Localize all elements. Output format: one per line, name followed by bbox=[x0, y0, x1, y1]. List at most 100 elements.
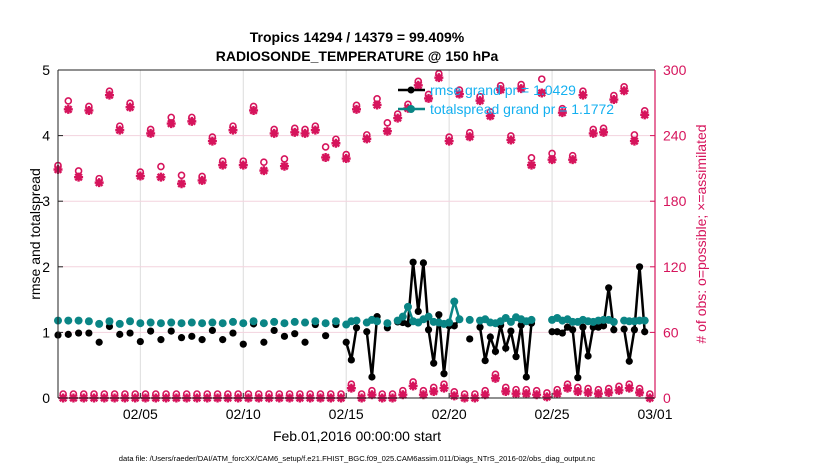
rmse-point bbox=[409, 258, 417, 266]
totalspread-point bbox=[249, 317, 258, 326]
obs-possible-point bbox=[537, 75, 546, 83]
totalspread-point bbox=[156, 319, 165, 328]
totalspread-point bbox=[115, 319, 124, 328]
obs-assimilated-point bbox=[321, 152, 331, 162]
obs-possible-point bbox=[383, 119, 392, 127]
obs-assimilated-point bbox=[501, 386, 511, 396]
rmse-point bbox=[491, 347, 500, 356]
obs-assimilated-point bbox=[197, 175, 207, 185]
totalspread-point bbox=[321, 319, 330, 328]
obs-assimilated-point bbox=[532, 390, 542, 400]
rmse-point bbox=[605, 284, 613, 292]
obs-assimilated-point bbox=[511, 389, 521, 399]
rmse-point bbox=[466, 335, 474, 343]
totalspread-point bbox=[280, 319, 289, 328]
totalspread-point bbox=[218, 319, 227, 328]
rmse-point bbox=[229, 329, 237, 337]
totalspread-point bbox=[290, 317, 299, 326]
totalspread-point bbox=[167, 318, 176, 327]
rmse-point bbox=[126, 329, 134, 337]
totalspread-point bbox=[198, 319, 207, 328]
rmse-point bbox=[440, 370, 448, 378]
obs-assimilated-point bbox=[439, 383, 449, 393]
rmse-point bbox=[188, 332, 196, 340]
rmse-point bbox=[280, 332, 289, 340]
rmse-point bbox=[507, 327, 515, 335]
obs-assimilated-point bbox=[187, 116, 197, 126]
chart-title-line-2: RADIOSONDE_TEMPERATURE @ 150 hPa bbox=[216, 48, 499, 64]
obs-assimilated-point bbox=[485, 111, 495, 121]
rmse-point bbox=[95, 338, 103, 346]
rmse-point bbox=[352, 324, 361, 332]
obs-assimilated-point bbox=[588, 128, 598, 138]
obs-assimilated-point bbox=[259, 166, 269, 176]
totalspread-point bbox=[383, 319, 392, 328]
obs-assimilated-point bbox=[393, 113, 403, 123]
obs-assimilated-point bbox=[362, 134, 372, 144]
obs-assimilated-point bbox=[331, 138, 341, 148]
y-right-tick-label: 60 bbox=[663, 324, 679, 340]
obs-assimilated-point bbox=[573, 386, 583, 396]
obs-possible-point bbox=[280, 155, 289, 163]
obs-assimilated-point bbox=[207, 136, 217, 146]
rmse-point bbox=[74, 329, 83, 337]
obs-assimilated-point bbox=[424, 93, 434, 103]
obs-assimilated-point bbox=[563, 383, 573, 393]
rmse-spread-layer bbox=[54, 258, 649, 382]
legend-totalspread-label: totalspread grand pr = 1.1772 bbox=[430, 101, 614, 117]
obs-assimilated-point bbox=[609, 95, 619, 105]
obs-assimilated-point bbox=[640, 110, 650, 120]
totalspread-point bbox=[228, 317, 237, 326]
totalspread-point bbox=[609, 317, 618, 326]
totalspread-point bbox=[311, 317, 320, 326]
obs-assimilated-point bbox=[480, 390, 490, 400]
rmse-point bbox=[599, 322, 608, 330]
obs-assimilated-point bbox=[290, 127, 300, 137]
rmse-point bbox=[301, 338, 309, 346]
y-left-tick-label: 3 bbox=[42, 193, 50, 209]
rmse-point bbox=[635, 263, 644, 271]
obs-assimilated-point bbox=[593, 389, 603, 399]
rmse-point bbox=[522, 373, 530, 381]
totalspread-point bbox=[398, 312, 407, 321]
x-tick-label: 02/05 bbox=[123, 406, 158, 422]
rmse-point bbox=[548, 328, 556, 336]
obs-possible-point bbox=[321, 143, 330, 151]
rmse-point bbox=[481, 357, 489, 365]
obs-assimilated-point bbox=[74, 172, 84, 182]
obs-assimilated-point bbox=[413, 80, 423, 90]
obs-assimilated-point bbox=[604, 388, 614, 398]
rmse-point bbox=[147, 327, 155, 335]
rmse-point bbox=[502, 344, 510, 352]
rmse-point bbox=[136, 337, 144, 346]
rmse-point bbox=[342, 338, 350, 346]
x-tick-label: 03/01 bbox=[637, 406, 672, 422]
totalspread-point bbox=[126, 317, 135, 326]
rmse-point bbox=[116, 330, 124, 338]
totalspread-point bbox=[95, 319, 104, 328]
obs-assimilated-point bbox=[526, 160, 536, 170]
totalspread-point bbox=[331, 317, 340, 326]
grid bbox=[58, 70, 655, 398]
obs-assimilated-point bbox=[599, 127, 609, 137]
obs-assimilated-point bbox=[310, 125, 320, 135]
x-tick-label: 02/25 bbox=[535, 406, 570, 422]
y-axis-label-right: # of obs: o=possible; ×=assimilated bbox=[693, 124, 709, 343]
obs-assimilated-point bbox=[475, 96, 485, 106]
rmse-point bbox=[641, 328, 649, 336]
obs-assimilated-point bbox=[269, 128, 279, 138]
obs-assimilated-point bbox=[624, 383, 634, 393]
obs-assimilated-point bbox=[490, 373, 500, 383]
y-right-tick-label: 180 bbox=[663, 193, 687, 209]
x-axis-label: Feb.01,2016 00:00:00 start bbox=[273, 428, 441, 444]
obs-assimilated-point bbox=[135, 171, 145, 181]
obs-assimilated-point bbox=[516, 84, 526, 94]
rmse-point bbox=[569, 326, 577, 334]
obs-assimilated-point bbox=[578, 90, 588, 100]
obs-assimilated-point bbox=[104, 90, 114, 100]
x-tick-label: 02/15 bbox=[329, 406, 364, 422]
rmse-point bbox=[419, 259, 428, 267]
legend: rmse grand pr = 1.0429 totalspread grand… bbox=[398, 82, 614, 117]
rmse-point bbox=[584, 352, 592, 360]
